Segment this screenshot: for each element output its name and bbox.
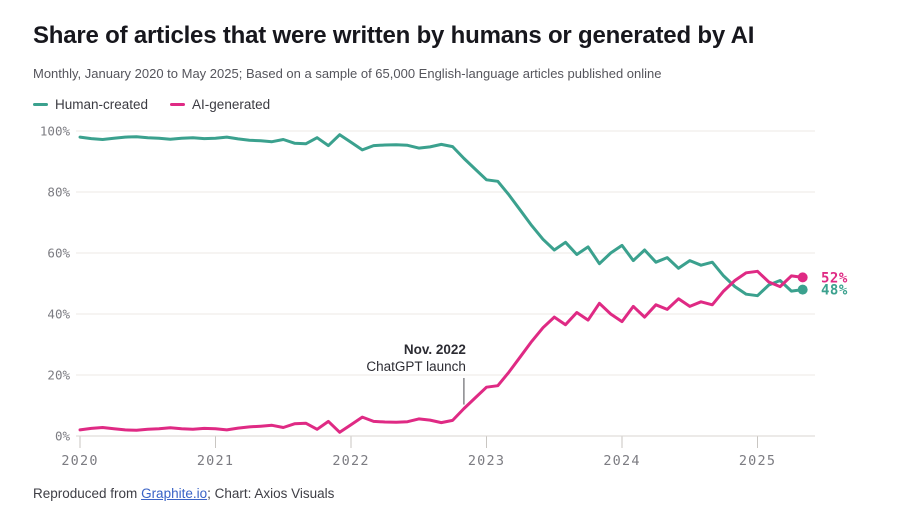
series-end-dot-ai-generated <box>797 272 808 283</box>
y-tick-label: 40% <box>47 307 70 322</box>
legend-label-human-created: Human-created <box>55 97 149 112</box>
annotation-subtitle: ChatGPT launch <box>366 359 466 374</box>
annotation-title: Nov. 2022 <box>404 342 466 357</box>
x-tick-label: 2023 <box>468 453 505 469</box>
legend-swatch-human-created <box>33 102 48 107</box>
chart-subtitle: Monthly, January 2020 to May 2025; Based… <box>33 66 662 81</box>
x-tick-label: 2025 <box>739 453 776 469</box>
series-end-label-human-created: 48% <box>821 283 848 299</box>
y-tick-label: 20% <box>47 368 70 383</box>
footer-text-suffix: ; Chart: Axios Visuals <box>207 486 335 501</box>
series-end-dot-human-created <box>797 284 808 295</box>
legend-swatch-ai-generated <box>170 102 186 107</box>
x-tick-label: 2022 <box>332 453 369 469</box>
y-tick-label: 0% <box>55 429 71 444</box>
x-tick-label: 2024 <box>603 453 640 469</box>
legend-label-ai-generated: AI-generated <box>192 97 271 112</box>
footer-link-graphite[interactable]: Graphite.io <box>141 486 208 501</box>
source-line: Reproduced from Graphite.io; Chart: Axio… <box>33 486 334 501</box>
legend: Human-created AI-generated <box>33 97 270 112</box>
chart-title: Share of articles that were written by h… <box>33 22 755 49</box>
legend-item-human-created: Human-created <box>33 97 148 112</box>
legend-item-ai-generated: AI-generated <box>170 97 270 112</box>
y-tick-label: 100% <box>40 124 71 139</box>
x-tick-label: 2021 <box>197 453 234 469</box>
series-line-ai-generated <box>78 269 805 434</box>
y-tick-label: 60% <box>47 246 70 261</box>
line-chart: 0% 20% 40% 60% 80% 100% 2020 2021 2022 2023 2024 20… <box>40 124 848 470</box>
series-end-label-ai-generated: 52% <box>821 270 848 286</box>
y-tick-label: 80% <box>47 185 70 200</box>
x-tick-label: 2020 <box>61 453 98 469</box>
series-line-human-created <box>78 133 805 298</box>
footer-text-prefix: Reproduced from <box>33 486 142 501</box>
